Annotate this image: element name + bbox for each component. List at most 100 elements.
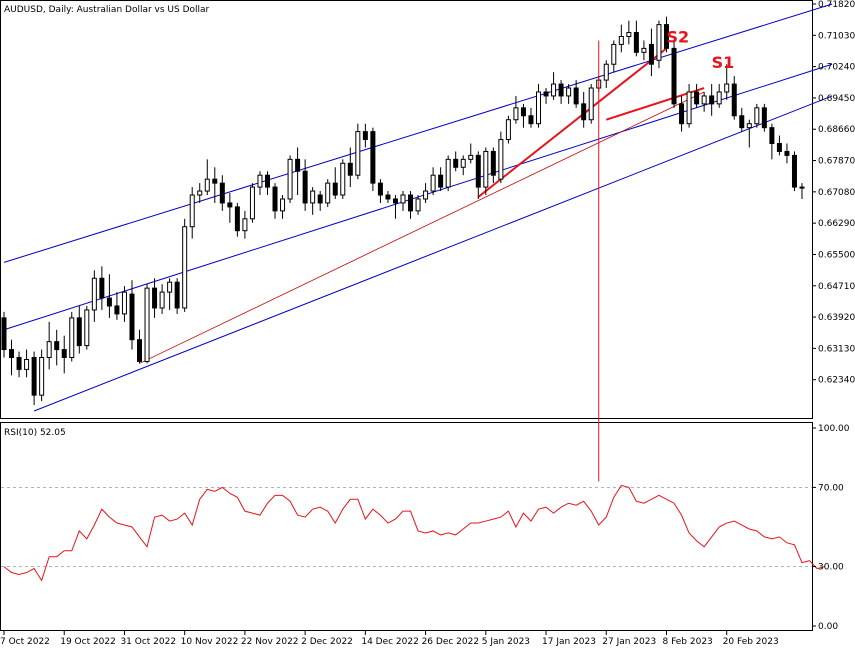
candle (784, 143, 790, 164)
candle (1, 311, 7, 358)
candle-body (498, 139, 504, 180)
candle (264, 171, 270, 196)
candle-body (340, 162, 346, 196)
candle (445, 155, 451, 192)
price-tick-label: 0.68660 (818, 125, 855, 135)
candle-body (445, 158, 451, 188)
candle-body (257, 174, 263, 188)
candle-body (415, 198, 421, 212)
candle-body (16, 356, 22, 370)
trendline-s2 (477, 47, 668, 198)
main-plot-frame (0, 0, 813, 419)
candle-body (648, 43, 654, 65)
candle (423, 183, 429, 203)
candle-body (310, 190, 316, 204)
candle-body (317, 194, 323, 204)
candle-body (520, 107, 526, 117)
candle-body (197, 190, 203, 196)
candle (129, 280, 135, 350)
candle-body (754, 107, 760, 125)
candle-body (272, 186, 278, 212)
candle-body (536, 91, 542, 125)
candle-body (603, 63, 609, 81)
time-tick-label: 20 Feb 2023 (723, 637, 779, 647)
candle (99, 266, 105, 310)
candle (174, 278, 180, 314)
candle (121, 286, 127, 322)
candle (701, 91, 707, 112)
candle (739, 107, 745, 132)
trendline-thin (139, 91, 705, 364)
candle (513, 95, 519, 124)
candle-body (475, 154, 481, 188)
candle-body (731, 83, 737, 117)
candle-body (769, 127, 775, 144)
candle (769, 123, 775, 160)
candle (694, 84, 700, 108)
candle (377, 179, 383, 203)
candle-body (370, 131, 376, 184)
candle (392, 195, 398, 219)
candle-body (39, 356, 45, 396)
candle (54, 329, 60, 366)
candle-body (641, 47, 647, 53)
candle-body (724, 83, 730, 93)
rsi-tick-label: 70.00 (818, 483, 844, 493)
candle-body (543, 91, 549, 97)
candle (468, 143, 474, 164)
candle-body (106, 297, 112, 307)
price-tick-label: 0.62340 (818, 376, 855, 386)
candle (490, 147, 496, 184)
candle (362, 123, 368, 148)
channel-lower (33, 95, 833, 412)
candle (370, 127, 376, 192)
candle (520, 103, 526, 128)
price-tick-label: 0.67870 (818, 157, 855, 167)
candle (39, 349, 45, 402)
candle-body (287, 158, 293, 200)
candle-body (588, 87, 594, 121)
candle-body (513, 107, 519, 121)
rsi-series-line (3, 484, 825, 582)
candle-body (249, 186, 255, 220)
candle (317, 191, 323, 211)
candle (603, 60, 609, 89)
candle-body (219, 182, 225, 204)
candle-body (76, 317, 82, 347)
candle-body (159, 291, 165, 309)
candle-body (61, 349, 67, 358)
candle (746, 119, 752, 148)
candle (159, 284, 165, 314)
candle-body (716, 91, 722, 105)
candle-body (227, 202, 233, 208)
candle (581, 91, 587, 128)
candle (152, 278, 158, 318)
candle-body (54, 341, 60, 351)
price-tick-label: 0.71030 (818, 31, 855, 41)
candle (588, 84, 594, 124)
candle (310, 187, 316, 215)
candle-body (453, 158, 459, 168)
candle-body (490, 150, 496, 176)
candle-body (423, 190, 429, 200)
candle (61, 335, 67, 374)
candle (438, 167, 444, 192)
candle-body (611, 43, 617, 65)
candle-body (84, 309, 90, 347)
candle (776, 135, 782, 156)
candle-body (280, 198, 286, 212)
price-tick-label: 0.63130 (818, 344, 855, 354)
candle-body (204, 178, 210, 192)
candle (167, 278, 173, 310)
candle (69, 311, 75, 362)
candle (385, 191, 391, 203)
candle-body (144, 287, 150, 362)
candle-body (701, 95, 707, 105)
candle-body (114, 305, 120, 315)
candle (573, 80, 579, 108)
candle-body (355, 131, 361, 176)
price-tick-label: 0.63920 (818, 313, 855, 323)
candle (633, 20, 639, 57)
